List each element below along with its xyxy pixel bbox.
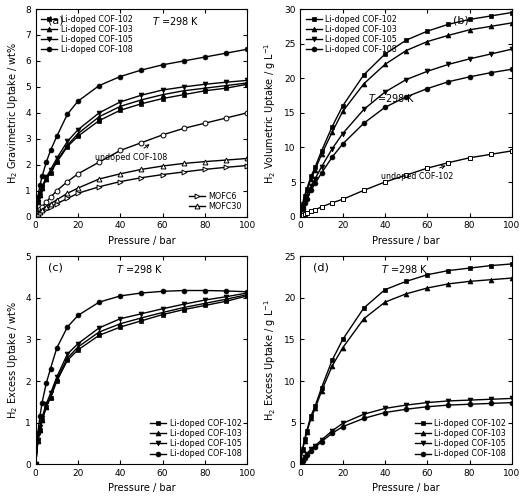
X-axis label: Pressure / bar: Pressure / bar [372,236,440,246]
Text: (c): (c) [48,262,63,272]
Y-axis label: H$_2$ Volumetric Uptake / g L$^{-1}$: H$_2$ Volumetric Uptake / g L$^{-1}$ [262,42,278,184]
Text: (b): (b) [453,15,468,25]
Y-axis label: H$_2$ Gravimetric Uptake / wt%: H$_2$ Gravimetric Uptake / wt% [6,41,19,184]
X-axis label: Pressure / bar: Pressure / bar [372,484,440,494]
Text: undoped COF-108: undoped COF-108 [95,145,167,162]
Y-axis label: H$_2$ Excess Uptake / g L$^{-1}$: H$_2$ Excess Uptake / g L$^{-1}$ [262,299,278,421]
X-axis label: Pressure / bar: Pressure / bar [108,484,175,494]
Text: undoped COF-102: undoped COF-102 [381,166,453,181]
Legend: Li-doped COF-102, Li-doped COF-103, Li-doped COF-105, Li-doped COF-108: Li-doped COF-102, Li-doped COF-103, Li-d… [305,13,399,56]
Text: $T$ =298 K: $T$ =298 K [116,262,164,274]
Legend: Li-doped COF-102, Li-doped COF-103, Li-doped COF-105, Li-doped COF-108: Li-doped COF-102, Li-doped COF-103, Li-d… [149,417,243,460]
Y-axis label: H$_2$ Excess Uptake / wt%: H$_2$ Excess Uptake / wt% [6,301,19,420]
X-axis label: Pressure / bar: Pressure / bar [108,236,175,246]
Text: $T$ =298 K: $T$ =298 K [381,262,428,274]
Text: (a): (a) [48,15,64,25]
Legend: Li-doped COF-102, Li-doped COF-103, Li-doped COF-105, Li-doped COF-108: Li-doped COF-102, Li-doped COF-103, Li-d… [413,417,508,460]
Text: $T$ =298 K: $T$ =298 K [152,15,199,27]
Text: (d): (d) [313,262,329,272]
Legend: MOFC6, MOFC30: MOFC6, MOFC30 [187,190,243,213]
Text: $T$ =298 K: $T$ =298 K [368,92,416,104]
